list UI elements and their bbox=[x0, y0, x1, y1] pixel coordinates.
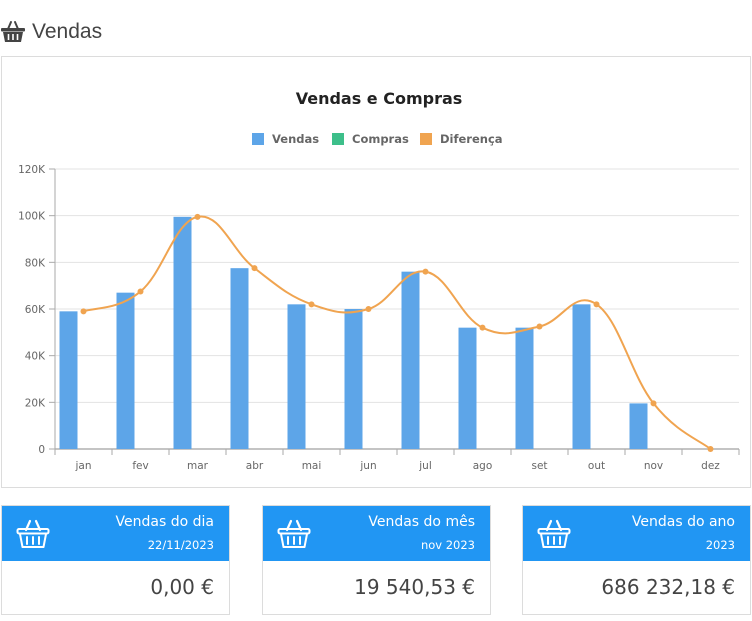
y-tick-label: 0 bbox=[38, 444, 45, 456]
stat-value: 19 540,53 € bbox=[354, 575, 475, 599]
chart-title: Vendas e Compras bbox=[296, 89, 463, 108]
stat-label: Vendas do ano bbox=[631, 514, 735, 530]
stat-card-header: Vendas do dia 22/11/2023 bbox=[2, 506, 229, 561]
bar-vendas-ago bbox=[458, 327, 477, 449]
x-tick-label: set bbox=[531, 460, 547, 472]
point-nov bbox=[650, 400, 657, 407]
legend-swatch-compras bbox=[332, 133, 344, 145]
y-tick-label: 100K bbox=[18, 211, 46, 223]
legend-label: Vendas bbox=[272, 132, 319, 146]
legend-label: Diferença bbox=[440, 132, 503, 146]
stat-label: Vendas do dia bbox=[115, 514, 214, 530]
x-tick-label: abr bbox=[246, 460, 264, 472]
stat-label: Vendas do mês bbox=[368, 514, 475, 530]
bar-vendas-out bbox=[572, 304, 591, 449]
x-tick-label: dez bbox=[701, 460, 720, 472]
bar-vendas-fev bbox=[116, 292, 135, 449]
stat-card-header: Vendas do mês nov 2023 bbox=[263, 506, 490, 561]
stat-period: 2023 bbox=[705, 538, 735, 552]
stat-value: 0,00 € bbox=[150, 575, 214, 599]
stat-card-year: Vendas do ano 2023 686 232,18 € bbox=[522, 505, 751, 615]
y-tick-label: 60K bbox=[25, 304, 46, 316]
point-jul bbox=[422, 268, 429, 275]
stat-card-header: Vendas do ano 2023 bbox=[523, 506, 750, 561]
bar-vendas-nov bbox=[629, 403, 648, 449]
point-abr bbox=[251, 265, 258, 272]
y-tick-label: 40K bbox=[25, 351, 46, 363]
x-tick-label: nov bbox=[644, 460, 663, 472]
bar-vendas-mar bbox=[173, 216, 192, 449]
bar-vendas-jan bbox=[59, 311, 78, 449]
line-series bbox=[80, 213, 714, 452]
bar-vendas-jun bbox=[344, 309, 363, 449]
point-set bbox=[536, 323, 543, 330]
x-tick-label: out bbox=[588, 460, 605, 472]
y-tick-label: 80K bbox=[25, 257, 46, 269]
legend-label: Compras bbox=[352, 132, 409, 146]
chart-legend: Vendas Compras Diferença bbox=[252, 132, 503, 146]
point-out bbox=[593, 301, 600, 308]
point-jun bbox=[365, 306, 372, 312]
point-mai bbox=[308, 301, 315, 308]
x-tick-label: jun bbox=[359, 460, 376, 472]
y-tick-label: 120K bbox=[18, 164, 46, 176]
y-axis: 0 20K 40K 60K 80K 100K 120K bbox=[18, 164, 56, 456]
chart-grid bbox=[55, 168, 739, 450]
line-diferença bbox=[83, 215, 712, 450]
basket-icon bbox=[537, 518, 571, 550]
point-jan bbox=[80, 308, 87, 315]
bar-vendas-abr bbox=[230, 268, 249, 449]
x-tick-label: mar bbox=[187, 460, 209, 472]
stat-value: 686 232,18 € bbox=[601, 575, 735, 599]
stat-card-day: Vendas do dia 22/11/2023 0,00 € bbox=[1, 505, 230, 615]
legend-swatch-diferença bbox=[420, 133, 432, 145]
bar-vendas-jul bbox=[401, 271, 420, 449]
point-dez bbox=[707, 446, 714, 452]
basket-icon bbox=[277, 518, 311, 550]
x-axis: jan fev mar abr mai jun jul ago set out nov dez bbox=[54, 449, 740, 472]
point-mar bbox=[194, 213, 201, 220]
x-tick-label: mai bbox=[302, 460, 322, 472]
x-tick-label: jul bbox=[418, 460, 432, 472]
basket-icon bbox=[16, 518, 50, 550]
point-ago bbox=[479, 324, 486, 331]
x-tick-label: jan bbox=[74, 460, 91, 472]
bar-vendas-set bbox=[515, 327, 534, 449]
chart-card: Vendas e Compras Vendas Compras Diferença … bbox=[1, 56, 751, 488]
bar-series bbox=[59, 216, 648, 449]
legend-swatch-vendas bbox=[252, 133, 264, 145]
y-tick-label: 20K bbox=[25, 397, 46, 409]
basket-icon bbox=[0, 19, 26, 45]
page-header: Vendas bbox=[0, 18, 102, 46]
stat-period: nov 2023 bbox=[420, 538, 475, 552]
bar-vendas-mai bbox=[287, 304, 306, 449]
x-tick-label: ago bbox=[473, 460, 493, 472]
point-fev bbox=[137, 288, 144, 295]
stat-period: 22/11/2023 bbox=[147, 538, 214, 552]
stat-card-month: Vendas do mês nov 2023 19 540,53 € bbox=[262, 505, 491, 615]
page-title: Vendas bbox=[32, 20, 103, 43]
sales-purchases-chart: Vendas e Compras Vendas Compras Diferença … bbox=[18, 89, 740, 472]
x-tick-label: fev bbox=[132, 460, 148, 472]
